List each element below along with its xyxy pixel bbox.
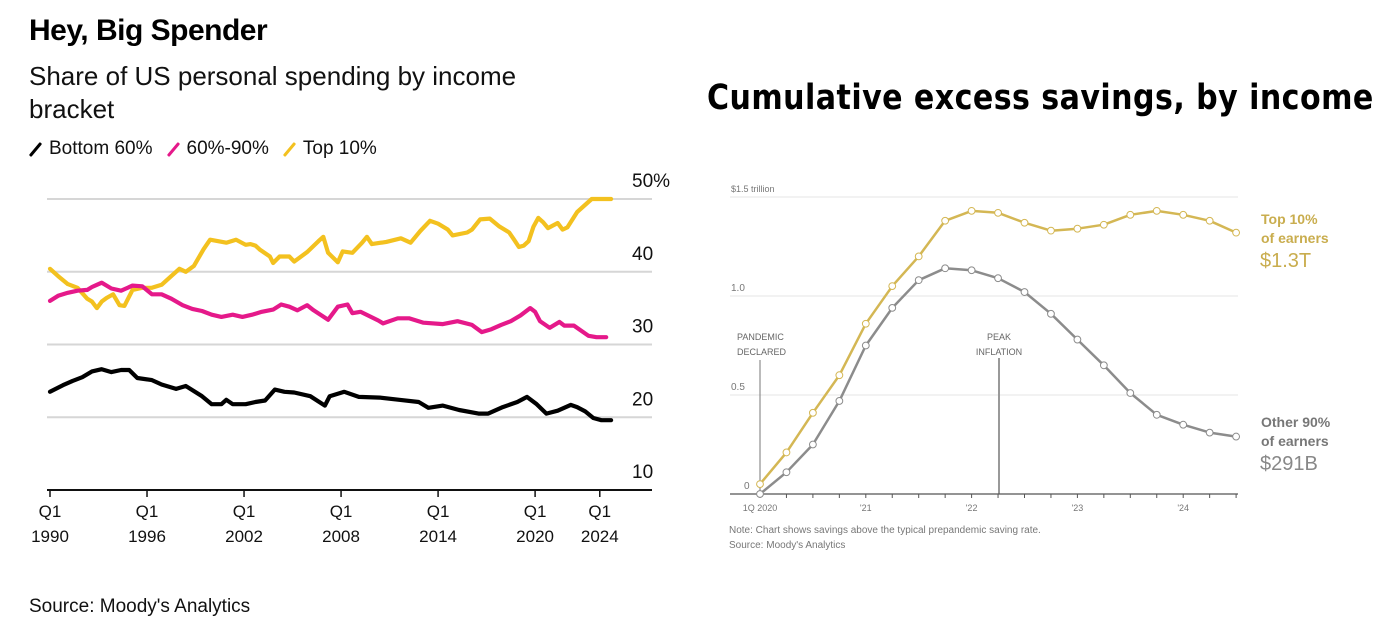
left-x-tick-label-year: 1996 <box>128 527 166 546</box>
legend-item-60-90: 60%-90% <box>166 138 269 160</box>
left-x-tick-label-quarter: Q1 <box>39 502 62 521</box>
right-series-point-other-90-of-earners <box>888 303 897 312</box>
right-x-tick-label: '24 <box>1177 503 1189 513</box>
right-chart-source: Source: Moody's Analytics <box>729 540 846 551</box>
top-10-label: Top 10% of earners <box>1261 210 1329 248</box>
left-x-tick-label-quarter: Q1 <box>427 502 450 521</box>
left-y-tick-label: 20 <box>632 389 653 410</box>
other-90-label-line2: of earners <box>1261 433 1329 449</box>
right-series-point-top-10-of-earners <box>809 408 817 417</box>
left-x-tick-label-quarter: Q1 <box>136 502 159 521</box>
right-series-point-other-90-of-earners <box>782 468 791 477</box>
right-y-tick-label: 0 <box>744 481 750 492</box>
right-series-point-top-10-of-earners <box>1205 216 1214 225</box>
right-y-tick-label: $1.5 trillion <box>731 184 775 194</box>
right-series-point-top-10-of-earners <box>1232 228 1240 237</box>
left-x-tick-label-year: 1990 <box>31 527 69 546</box>
left-chart-title: Hey, Big Spender <box>29 14 268 47</box>
left-x-tick-label-quarter: Q1 <box>330 502 353 521</box>
left-x-tick-label-year: 2008 <box>322 527 360 546</box>
pandemic-annotation-line2: DECLARED <box>737 347 787 357</box>
left-chart-source: Source: Moody's Analytics <box>29 596 251 617</box>
right-series-point-other-90-of-earners <box>1099 361 1108 370</box>
right-chart-note: Note: Chart shows savings above the typi… <box>729 525 1041 536</box>
right-series-point-top-10-of-earners <box>1152 206 1161 215</box>
top-10-label-line2: of earners <box>1261 230 1329 246</box>
left-y-tick-label: 30 <box>632 317 653 338</box>
left-x-tick-label-year: 2020 <box>516 527 554 546</box>
left-x-tick-label-quarter: Q1 <box>588 502 611 521</box>
right-y-tick-label: 0.5 <box>731 382 745 393</box>
right-series-point-top-10-of-earners <box>914 252 923 261</box>
left-series-line-60-90- <box>47 280 609 340</box>
other-90-value: $291B <box>1260 453 1318 475</box>
right-series-point-top-10-of-earners <box>1179 210 1188 219</box>
peak-annotation-line1: PEAK <box>987 332 1011 342</box>
left-chart-subtitle: Share of US personal spending by income … <box>29 61 517 124</box>
right-series-point-top-10-of-earners <box>1047 226 1055 235</box>
legend-item-bottom-60: Bottom 60% <box>28 138 153 160</box>
right-series-point-top-10-of-earners <box>861 319 870 328</box>
right-series-point-other-90-of-earners <box>1020 288 1029 296</box>
right-series-point-other-90-of-earners <box>1126 389 1135 397</box>
peak-annotation-line2: INFLATION <box>976 347 1022 357</box>
right-series-point-top-10-of-earners <box>782 448 791 457</box>
other-90-label: Other 90% of earners <box>1261 413 1330 451</box>
right-series-point-other-90-of-earners <box>1179 420 1188 429</box>
right-series-point-top-10-of-earners <box>1099 220 1108 229</box>
right-y-tick-label: 1.0 <box>731 283 745 294</box>
right-series-point-other-90-of-earners <box>1047 309 1055 318</box>
right-series-point-other-90-of-earners <box>1205 428 1214 437</box>
right-series-point-other-90-of-earners <box>914 276 923 285</box>
other-90-label-line1: Other 90% <box>1261 414 1331 430</box>
right-series-point-top-10-of-earners <box>1020 218 1029 227</box>
right-series-point-top-10-of-earners <box>967 206 976 215</box>
top-10-value: $1.3T <box>1260 250 1312 272</box>
left-x-tick-label-year: 2014 <box>419 527 457 546</box>
left-x-tick-label-year: 2024 <box>581 527 619 546</box>
left-chart-legend: Bottom 60% 60%-90% Top 10% <box>28 138 391 160</box>
right-series-point-other-90-of-earners <box>1232 432 1240 441</box>
right-series-point-top-10-of-earners <box>888 282 897 291</box>
right-x-tick-label: '23 <box>1072 503 1084 513</box>
right-series-point-other-90-of-earners <box>1152 410 1161 419</box>
left-x-tick-label-quarter: Q1 <box>524 502 547 521</box>
right-chart-footnote: Note: Chart shows savings above the typi… <box>729 523 1041 553</box>
left-series-line-bottom-60- <box>47 367 614 423</box>
right-series-point-other-90-of-earners <box>861 341 870 350</box>
left-y-tick-label: 40 <box>632 244 653 265</box>
right-series-point-top-10-of-earners <box>835 371 844 380</box>
right-series-point-other-90-of-earners <box>941 264 950 273</box>
right-series-point-top-10-of-earners <box>1126 210 1135 219</box>
right-x-tick-label: '22 <box>966 503 978 513</box>
right-series-point-top-10-of-earners <box>756 480 764 489</box>
left-x-tick-label-year: 2002 <box>225 527 263 546</box>
legend-item-top-10: Top 10% <box>282 138 377 160</box>
left-x-tick-label-quarter: Q1 <box>233 502 256 521</box>
right-series-point-top-10-of-earners <box>941 216 950 225</box>
legend-label: Top 10% <box>302 138 377 159</box>
top-10-label-line1: Top 10% <box>1261 211 1318 227</box>
right-x-tick-label: '21 <box>860 503 872 513</box>
right-chart-title: Cumulative excess savings, by income <box>707 78 1374 118</box>
right-series-point-other-90-of-earners <box>1073 335 1082 344</box>
left-series-line-top-10- <box>47 196 614 311</box>
right-series-point-other-90-of-earners <box>835 397 844 405</box>
right-series-point-other-90-of-earners <box>809 440 817 449</box>
right-series-point-top-10-of-earners <box>994 208 1002 217</box>
right-series-point-other-90-of-earners <box>756 490 764 498</box>
left-y-tick-label: 50% <box>632 171 670 192</box>
legend-label: Bottom 60% <box>49 138 153 159</box>
right-x-tick-label: 1Q 2020 <box>743 503 778 513</box>
right-series-point-other-90-of-earners <box>994 274 1002 283</box>
pandemic-annotation-line1: PANDEMIC <box>737 332 784 342</box>
legend-label: 60%-90% <box>186 138 269 159</box>
left-y-tick-label: 10 <box>632 462 653 483</box>
right-series-point-top-10-of-earners <box>1073 224 1082 233</box>
right-series-point-other-90-of-earners <box>967 266 976 275</box>
